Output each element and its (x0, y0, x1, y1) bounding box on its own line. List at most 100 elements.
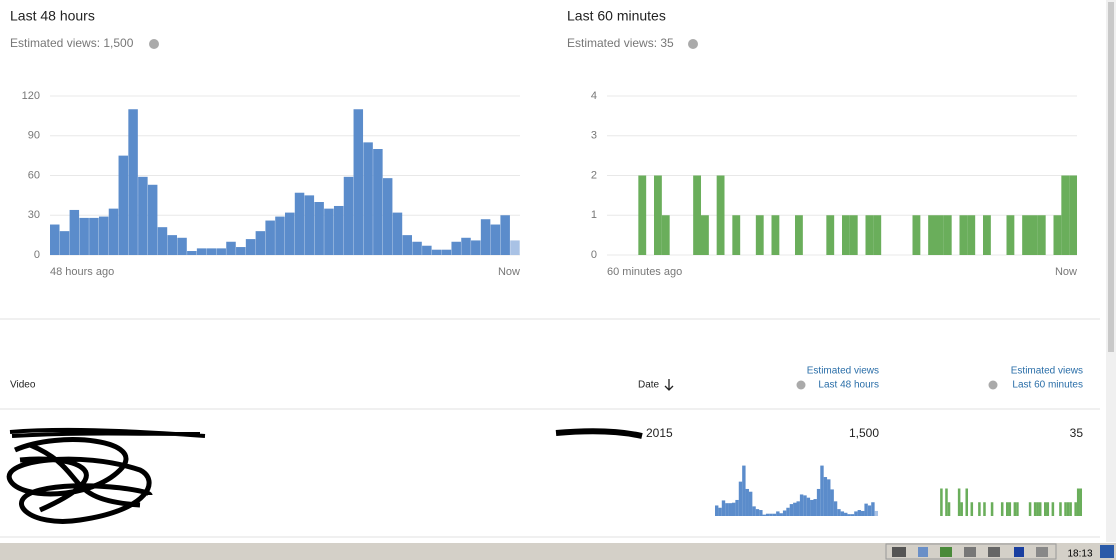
bar (147, 184, 158, 255)
bar (59, 231, 70, 255)
column-header[interactable]: Last 48 hours (818, 380, 879, 391)
bar (1037, 215, 1046, 255)
sparkline-bar (715, 505, 719, 516)
bar (638, 175, 647, 255)
sparkline-bar (983, 502, 986, 516)
sparkline-bar (854, 511, 858, 516)
bar (245, 239, 256, 255)
sparkline-bar (769, 513, 773, 516)
sparkline-bar (830, 489, 834, 516)
column-header[interactable]: Date (638, 380, 660, 391)
tray-icon[interactable] (892, 547, 906, 557)
y-tick-label: 3 (591, 130, 597, 142)
bar (79, 217, 89, 255)
tray-icon[interactable] (988, 547, 1000, 557)
sparkline-bar (779, 513, 783, 516)
sparkline-bar (823, 477, 828, 516)
bar (265, 220, 275, 255)
bar (959, 215, 968, 255)
tray-icon[interactable] (1014, 547, 1024, 557)
bar (967, 215, 976, 255)
sparkline-bar (786, 507, 790, 516)
sparkline-bar (827, 479, 831, 516)
bar (755, 215, 764, 255)
sparkline-bar (789, 504, 794, 516)
sparkline-bar (799, 494, 804, 516)
bar (69, 209, 80, 255)
sparkline-bar (762, 514, 766, 516)
bar (206, 248, 217, 255)
sparkline-bar (752, 506, 756, 516)
help-icon[interactable] (796, 380, 806, 390)
sparkline-bar (844, 512, 848, 516)
help-icon[interactable] (688, 39, 698, 49)
sparkline-bar (1044, 502, 1047, 516)
bar (402, 235, 413, 255)
sparkline-bar (850, 514, 855, 516)
bar (510, 240, 520, 255)
bar (216, 248, 226, 255)
sparkline-bar (820, 465, 824, 516)
bar (236, 247, 246, 255)
bar (128, 109, 138, 255)
column-header: Video (10, 380, 36, 391)
sparkline-bar (1064, 502, 1067, 516)
bar (294, 192, 305, 255)
bar (157, 227, 168, 255)
tray-icon[interactable] (964, 547, 976, 557)
x-tick-label: Now (498, 266, 520, 278)
tray-icon[interactable] (940, 547, 952, 557)
sparkline-bar (755, 509, 760, 516)
column-header[interactable]: Estimated views (1011, 366, 1083, 377)
sparkline-bar (718, 507, 722, 516)
tray-icon[interactable] (918, 547, 928, 557)
bar (693, 175, 702, 255)
sparkline-bar (867, 505, 872, 516)
sparkline-bar (793, 502, 797, 516)
sparkline-bar (1076, 488, 1080, 516)
bar (226, 241, 236, 255)
sparkline-bar (970, 502, 974, 516)
bar (196, 248, 207, 255)
column-header[interactable]: Estimated views (807, 366, 879, 377)
sparkline-bar (945, 488, 948, 516)
bar (701, 215, 709, 255)
sparkline-bar (947, 502, 951, 516)
sparkline-bar (864, 503, 868, 516)
y-tick-label: 30 (28, 209, 40, 221)
bar (255, 231, 266, 255)
sort-arrow (664, 379, 674, 391)
x-tick-label: 60 minutes ago (607, 266, 682, 278)
sparkline-bar (735, 499, 739, 516)
scroll-thumb[interactable] (1108, 2, 1114, 352)
sparkline-bar (1028, 502, 1032, 516)
bar (771, 215, 780, 255)
sparkline-bar (765, 513, 770, 516)
bar (1022, 215, 1031, 255)
bar (480, 219, 491, 255)
bar (849, 215, 858, 255)
sparkline-bar (816, 488, 821, 516)
help-icon[interactable] (149, 39, 159, 49)
show-desktop[interactable] (1100, 545, 1114, 558)
bar (431, 249, 442, 255)
sparkline-bar (1046, 502, 1050, 516)
x-tick-label: Now (1055, 266, 1077, 278)
sparkline-bar (813, 499, 817, 516)
help-icon[interactable] (988, 380, 998, 390)
y-tick-label: 4 (591, 90, 597, 102)
sparkline-bar (1036, 502, 1039, 516)
bar (177, 237, 187, 255)
sparkline-bar (772, 513, 777, 516)
y-tick-label: 90 (28, 130, 40, 142)
panel-title: Last 48 hours (10, 8, 95, 24)
bar (1053, 215, 1062, 255)
column-header[interactable]: Last 60 minutes (1012, 380, 1083, 391)
taskbar (0, 542, 1116, 560)
sparkline-bar (833, 501, 838, 516)
sparkline-bar (861, 510, 865, 516)
tray-icon[interactable] (1036, 547, 1048, 557)
sparkline-bar (742, 465, 746, 516)
bar (422, 245, 432, 255)
